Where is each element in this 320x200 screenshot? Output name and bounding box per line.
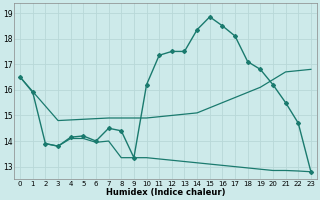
X-axis label: Humidex (Indice chaleur): Humidex (Indice chaleur)	[106, 188, 225, 197]
